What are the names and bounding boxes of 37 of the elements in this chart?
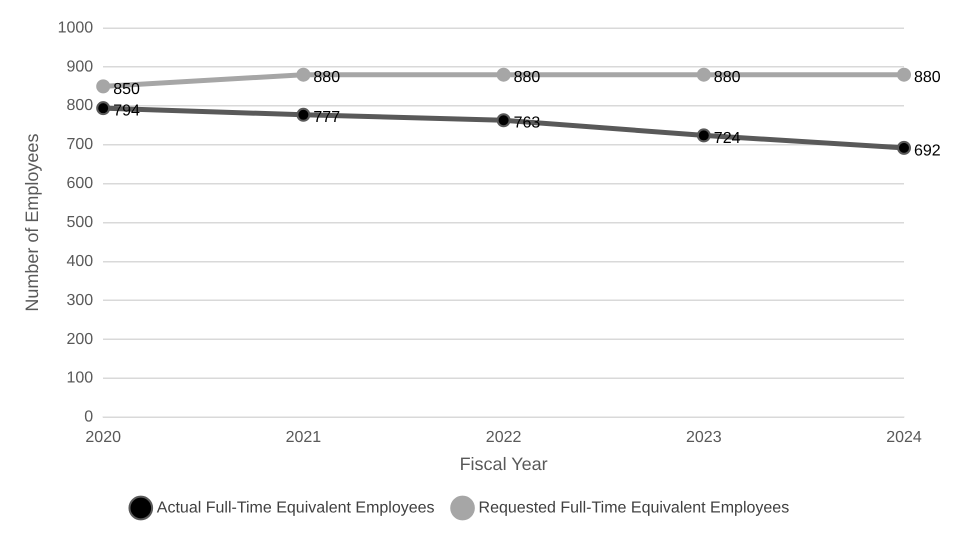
- y-tick-label: 0: [84, 408, 94, 426]
- legend-label: Requested Full-Time Equivalent Employees: [478, 499, 790, 516]
- x-tick-label: 2021: [286, 429, 322, 446]
- y-tick-label: 600: [66, 175, 94, 192]
- y-tick-label: 500: [66, 214, 94, 232]
- legend-label: Actual Full-Time Equivalent Employees: [156, 499, 435, 516]
- y-tick-label: 100: [66, 370, 94, 387]
- point: [897, 68, 911, 82]
- x-axis-title: Fiscal Year: [460, 454, 548, 474]
- point: [96, 101, 110, 116]
- y-tick-label: 1000: [58, 19, 94, 36]
- data-label: 880: [313, 69, 340, 86]
- x-tick-label: 2024: [886, 429, 922, 446]
- point: [496, 68, 511, 82]
- data-label: 880: [514, 69, 540, 86]
- data-label: 692: [914, 142, 941, 160]
- y-axis-title: Number of Employees: [22, 134, 42, 312]
- point: [296, 108, 310, 122]
- point: [696, 128, 711, 142]
- y-tick-label: 200: [66, 330, 94, 348]
- x-tick-label: 2020: [85, 429, 122, 446]
- point: [296, 68, 310, 82]
- x-tick-label: 2022: [486, 429, 522, 446]
- data-label: 880: [714, 69, 741, 86]
- y-tick-label: 800: [66, 97, 94, 114]
- y-tick-label: 300: [66, 292, 94, 309]
- x-tick-label: 2023: [686, 429, 722, 446]
- point: [496, 113, 511, 128]
- point: [897, 140, 911, 155]
- y-tick-label: 700: [66, 136, 94, 154]
- data-label: 850: [113, 80, 140, 98]
- data-label: 794: [113, 102, 140, 120]
- point: [696, 68, 711, 82]
- y-tick-label: 900: [66, 58, 94, 76]
- y-tick-label: 400: [66, 252, 94, 270]
- data-label: 880: [914, 69, 941, 86]
- point: [96, 79, 110, 94]
